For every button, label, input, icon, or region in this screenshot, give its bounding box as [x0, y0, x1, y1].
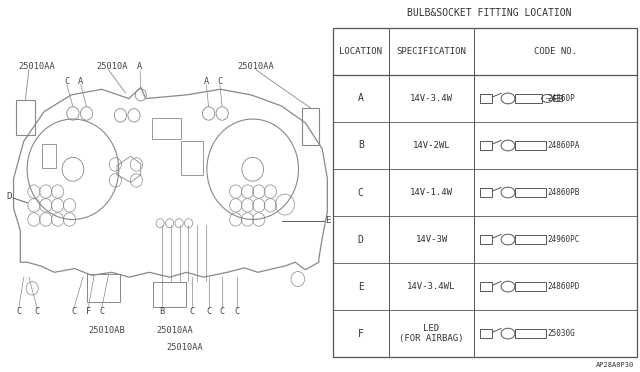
Text: F: F — [86, 307, 91, 316]
Text: LED
(FOR AIRBAG): LED (FOR AIRBAG) — [399, 324, 464, 343]
Text: A: A — [136, 62, 141, 71]
Text: A: A — [78, 77, 83, 86]
Bar — [481, 329, 492, 338]
Bar — [180, 141, 203, 175]
Bar — [481, 141, 492, 150]
Bar — [515, 94, 541, 103]
Text: 24860PB: 24860PB — [547, 188, 580, 197]
Text: 25010AA: 25010AA — [157, 326, 193, 335]
Text: C: C — [99, 307, 104, 316]
Text: CODE NO.: CODE NO. — [534, 47, 577, 56]
Bar — [333, 28, 637, 357]
Text: 14V-3.4WL: 14V-3.4WL — [407, 282, 456, 291]
Text: C: C — [64, 77, 70, 86]
Text: C: C — [217, 77, 223, 86]
Bar — [16, 99, 35, 135]
Text: F: F — [358, 328, 364, 339]
Text: 24960PC: 24960PC — [547, 235, 580, 244]
Bar — [481, 188, 492, 197]
Bar — [515, 329, 547, 338]
Text: E: E — [325, 216, 331, 225]
Bar — [152, 118, 180, 139]
Bar — [481, 282, 492, 291]
Bar — [515, 282, 547, 291]
Text: B: B — [159, 307, 164, 316]
Text: C: C — [71, 307, 77, 316]
Text: C: C — [189, 307, 195, 316]
Bar — [515, 188, 547, 197]
Text: 24860PA: 24860PA — [547, 141, 580, 150]
Bar — [481, 94, 492, 103]
Text: 24860P: 24860P — [547, 94, 575, 103]
Text: C: C — [206, 307, 211, 316]
Text: 25030G: 25030G — [547, 329, 575, 338]
Text: 25010AA: 25010AA — [166, 343, 203, 352]
Text: D: D — [358, 234, 364, 244]
Text: 14V-3W: 14V-3W — [415, 235, 447, 244]
Text: AP28A0P30: AP28A0P30 — [595, 362, 634, 368]
Text: C: C — [16, 307, 21, 316]
Text: 25010AA: 25010AA — [237, 62, 274, 71]
Text: C: C — [220, 307, 225, 316]
Bar — [481, 235, 492, 244]
Text: D: D — [7, 192, 12, 201]
Text: 25010A: 25010A — [97, 62, 128, 71]
Text: C: C — [35, 307, 40, 316]
Bar — [515, 141, 547, 150]
Text: SPECIFICATION: SPECIFICATION — [397, 47, 467, 56]
Text: A: A — [204, 77, 209, 86]
Text: LOCATION: LOCATION — [339, 47, 382, 56]
Text: BULB&SOCKET FITTING LOCATION: BULB&SOCKET FITTING LOCATION — [407, 8, 572, 18]
Bar — [515, 235, 547, 244]
Text: A: A — [358, 93, 364, 103]
Text: 25010AB: 25010AB — [89, 326, 125, 335]
Bar — [87, 275, 120, 302]
Text: B: B — [358, 141, 364, 151]
Bar — [302, 108, 319, 145]
Text: 14V-1.4W: 14V-1.4W — [410, 188, 453, 197]
Bar — [42, 144, 56, 168]
Text: E: E — [358, 282, 364, 292]
Text: C: C — [235, 307, 240, 316]
Text: 24860PD: 24860PD — [547, 282, 580, 291]
Bar — [154, 282, 186, 307]
Text: C: C — [358, 187, 364, 198]
Text: 14V-2WL: 14V-2WL — [413, 141, 451, 150]
Text: 25010AA: 25010AA — [19, 62, 56, 71]
Bar — [553, 96, 562, 102]
Text: 14V-3.4W: 14V-3.4W — [410, 94, 453, 103]
